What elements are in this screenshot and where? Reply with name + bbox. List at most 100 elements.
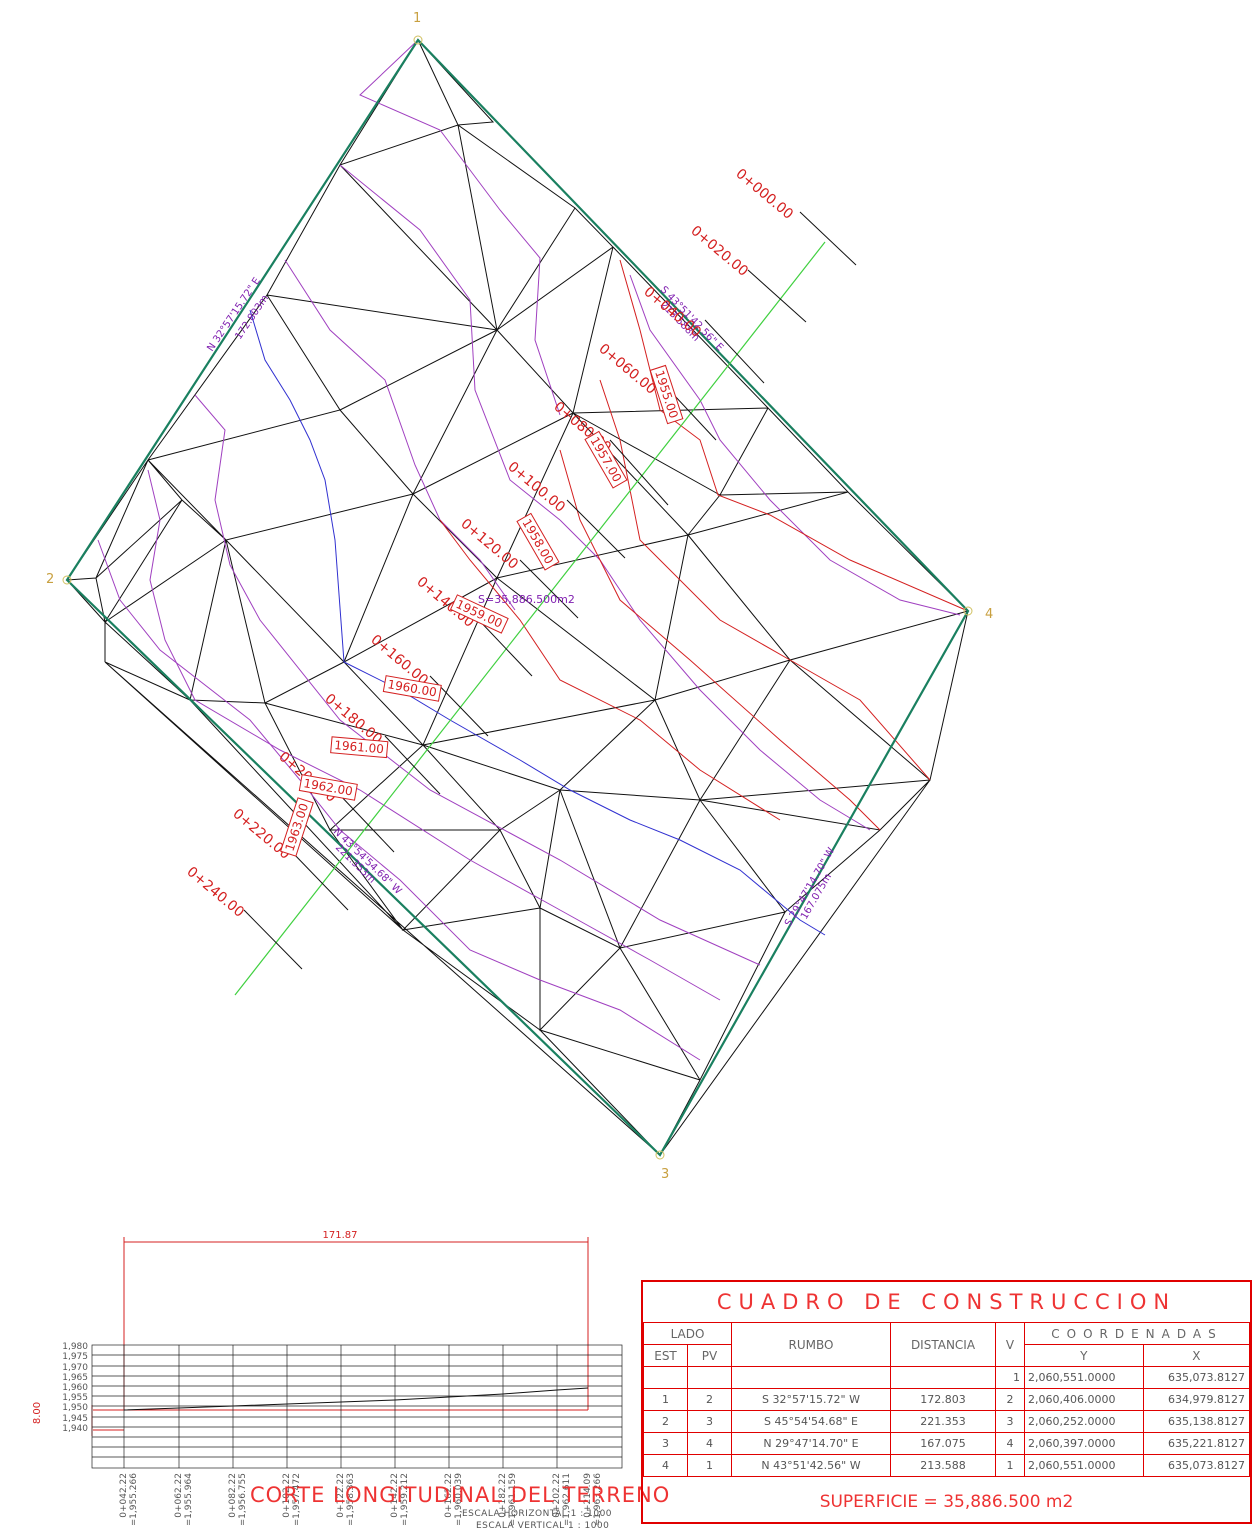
cell-pv: 1 [687, 1454, 732, 1477]
profile-vertical-label: 8.00 [32, 1402, 43, 1424]
cell-est: 1 [643, 1388, 688, 1411]
station-label: 0+220.00 [229, 806, 293, 863]
cell-y: 2,060,551.0000 [1024, 1366, 1144, 1389]
cell-est: 3 [643, 1432, 688, 1455]
cell-est: 2 [643, 1410, 688, 1433]
table-title: CUADRO DE CONSTRUCCION [643, 1282, 1250, 1323]
station-label: 0+100.00 [504, 459, 568, 516]
construction-table: CUADRO DE CONSTRUCCION LADO RUMBO DISTAN… [641, 1280, 1252, 1527]
profile-elev: Elev=1,957.472 [292, 1473, 302, 1525]
profile-station: 0+214.09 [583, 1473, 593, 1518]
profile-elev: Elev=1,961.159 [508, 1473, 518, 1525]
elev-tick: 1,970 [62, 1363, 88, 1373]
elev-tick: 1,950 [62, 1403, 88, 1413]
cell-rumbo: S 32°57'15.72" W [731, 1388, 891, 1411]
cell-v: 2 [995, 1388, 1025, 1411]
table-row: 4 1 N 43°51'42.56" W 213.588 1 2,060,551… [643, 1454, 1251, 1477]
cell-y: 2,060,551.0000 [1024, 1454, 1144, 1477]
header-pv: PV [687, 1344, 732, 1367]
contour-lines-red [439, 259, 969, 831]
axis-line [234, 241, 826, 996]
profile-elev: Elev=1,955.266 [129, 1473, 139, 1525]
profile-elev: Elev=1,963.266 [593, 1473, 603, 1525]
cell-x: 635,221.8127 [1142, 1432, 1251, 1455]
header-coordenadas: COORDENADAS [1024, 1322, 1250, 1345]
cell-est: 4 [643, 1454, 688, 1477]
profile-elev: Elev=1,959.212 [400, 1473, 410, 1525]
cell-distancia: 221.353 [890, 1410, 996, 1433]
profile-station: 0+182.22 [498, 1473, 508, 1518]
table-row: 2 3 S 45°54'54.68" E 221.353 3 2,060,252… [643, 1410, 1251, 1433]
cell-pv: 3 [687, 1410, 732, 1433]
elev-tick: 1,980 [62, 1342, 88, 1352]
triangulation-mesh [66, 39, 969, 1156]
header-rumbo: RUMBO [731, 1322, 891, 1367]
vertex-markers [62, 35, 973, 1160]
station-ticks [243, 211, 857, 970]
superficie-label: SUPERFICIE = 35,886.500 m2 [643, 1476, 1250, 1527]
profile-station: 0+202.22 [552, 1473, 562, 1518]
profile-station: 0+102.22 [282, 1473, 292, 1518]
cell-x: 635,073.8127 [1142, 1366, 1251, 1389]
cell-v: 1 [995, 1366, 1025, 1389]
header-y: Y [1024, 1344, 1144, 1367]
topographic-plan: 1 2 3 4 S=35,886.500m2 N 32°57'15.72" E … [46, 11, 993, 1182]
side-label-bearing-2-3: N 43°54'54.68" W [331, 826, 404, 897]
profile-station: 0+142.22 [390, 1473, 400, 1518]
table-row: 3 4 N 29°47'14.70" E 167.075 4 2,060,397… [643, 1432, 1251, 1455]
contour-label: 1961.00 [334, 738, 385, 756]
profile-elev: Elev=1,962.611 [562, 1473, 572, 1525]
elev-tick: 1,960 [62, 1383, 88, 1393]
scale-vertical: ESCALA VERTICAL 1 : 1000 [476, 1521, 610, 1531]
cell-distancia: 172.803 [890, 1388, 996, 1411]
elev-tick: 1,965 [62, 1373, 88, 1383]
station-label: 0+000.00 [732, 166, 796, 223]
contour-label: 1958.00 [519, 517, 556, 567]
scale-horizontal: ESCALA HORIZONTAL 1 : 1000 [462, 1509, 613, 1519]
profile-elev: Elev=1,958.363 [346, 1473, 356, 1525]
blue-line [249, 309, 826, 936]
vertex-label-2: 2 [46, 572, 54, 587]
cell-distancia: 213.588 [890, 1454, 996, 1477]
cell-rumbo: N 29°47'14.70" E [731, 1432, 891, 1455]
cell-distancia: 167.075 [890, 1432, 996, 1455]
cell-pv: 4 [687, 1432, 732, 1455]
header-x: X [1142, 1344, 1251, 1367]
station-label: 0+240.00 [183, 864, 247, 921]
vertex-label-1: 1 [413, 11, 421, 26]
cell-v: 4 [995, 1432, 1025, 1455]
elev-tick: 1,940 [62, 1424, 88, 1434]
cell-rumbo: N 43°51'42.56" W [731, 1454, 891, 1477]
cell-y: 2,060,406.0000 [1024, 1388, 1144, 1411]
cell-v: 3 [995, 1410, 1025, 1433]
contour-lines-purple [97, 39, 961, 1061]
profile-station: 0+162.22 [444, 1473, 454, 1518]
cell-y: 2,060,397.0000 [1024, 1432, 1144, 1455]
station-label: 0+120.00 [457, 516, 521, 573]
vertex-label-3: 3 [661, 1167, 669, 1182]
header-distancia: DISTANCIA [890, 1322, 996, 1367]
profile-elev: Elev=1,960.039 [454, 1473, 464, 1525]
elev-tick: 1,955 [62, 1393, 88, 1403]
header-est: EST [643, 1344, 688, 1367]
property-boundary [65, 38, 970, 1157]
cell-pv: 2 [687, 1388, 732, 1411]
cell-x: 635,138.8127 [1142, 1410, 1251, 1433]
profile-elev: Elev=1,955.964 [184, 1473, 194, 1525]
cell-y: 2,060,252.0000 [1024, 1410, 1144, 1433]
profile-station: 0+042.22 [119, 1473, 129, 1518]
profile-station: 0+082.22 [228, 1473, 238, 1518]
header-v: V [995, 1322, 1025, 1367]
cell-v: 1 [995, 1454, 1025, 1477]
elev-tick: 1,975 [62, 1352, 88, 1362]
cell-x: 635,073.8127 [1142, 1454, 1251, 1477]
contour-label: 1963.00 [283, 801, 312, 853]
profile-length-label: 171.87 [323, 1230, 358, 1241]
vertex-label-4: 4 [985, 607, 993, 622]
station-label: 0+020.00 [687, 223, 751, 280]
profile-title: CORTE LONGITUDINAL DEL TERRENO [250, 1483, 671, 1507]
header-lado: LADO [643, 1322, 732, 1345]
cell-rumbo: S 45°54'54.68" E [731, 1410, 891, 1433]
table-row: 1 2,060,551.0000 635,073.8127 [643, 1366, 1251, 1389]
longitudinal-profile: 171.87 8.00 1,980 1,975 1,970 1,965 1,96… [32, 1230, 623, 1525]
